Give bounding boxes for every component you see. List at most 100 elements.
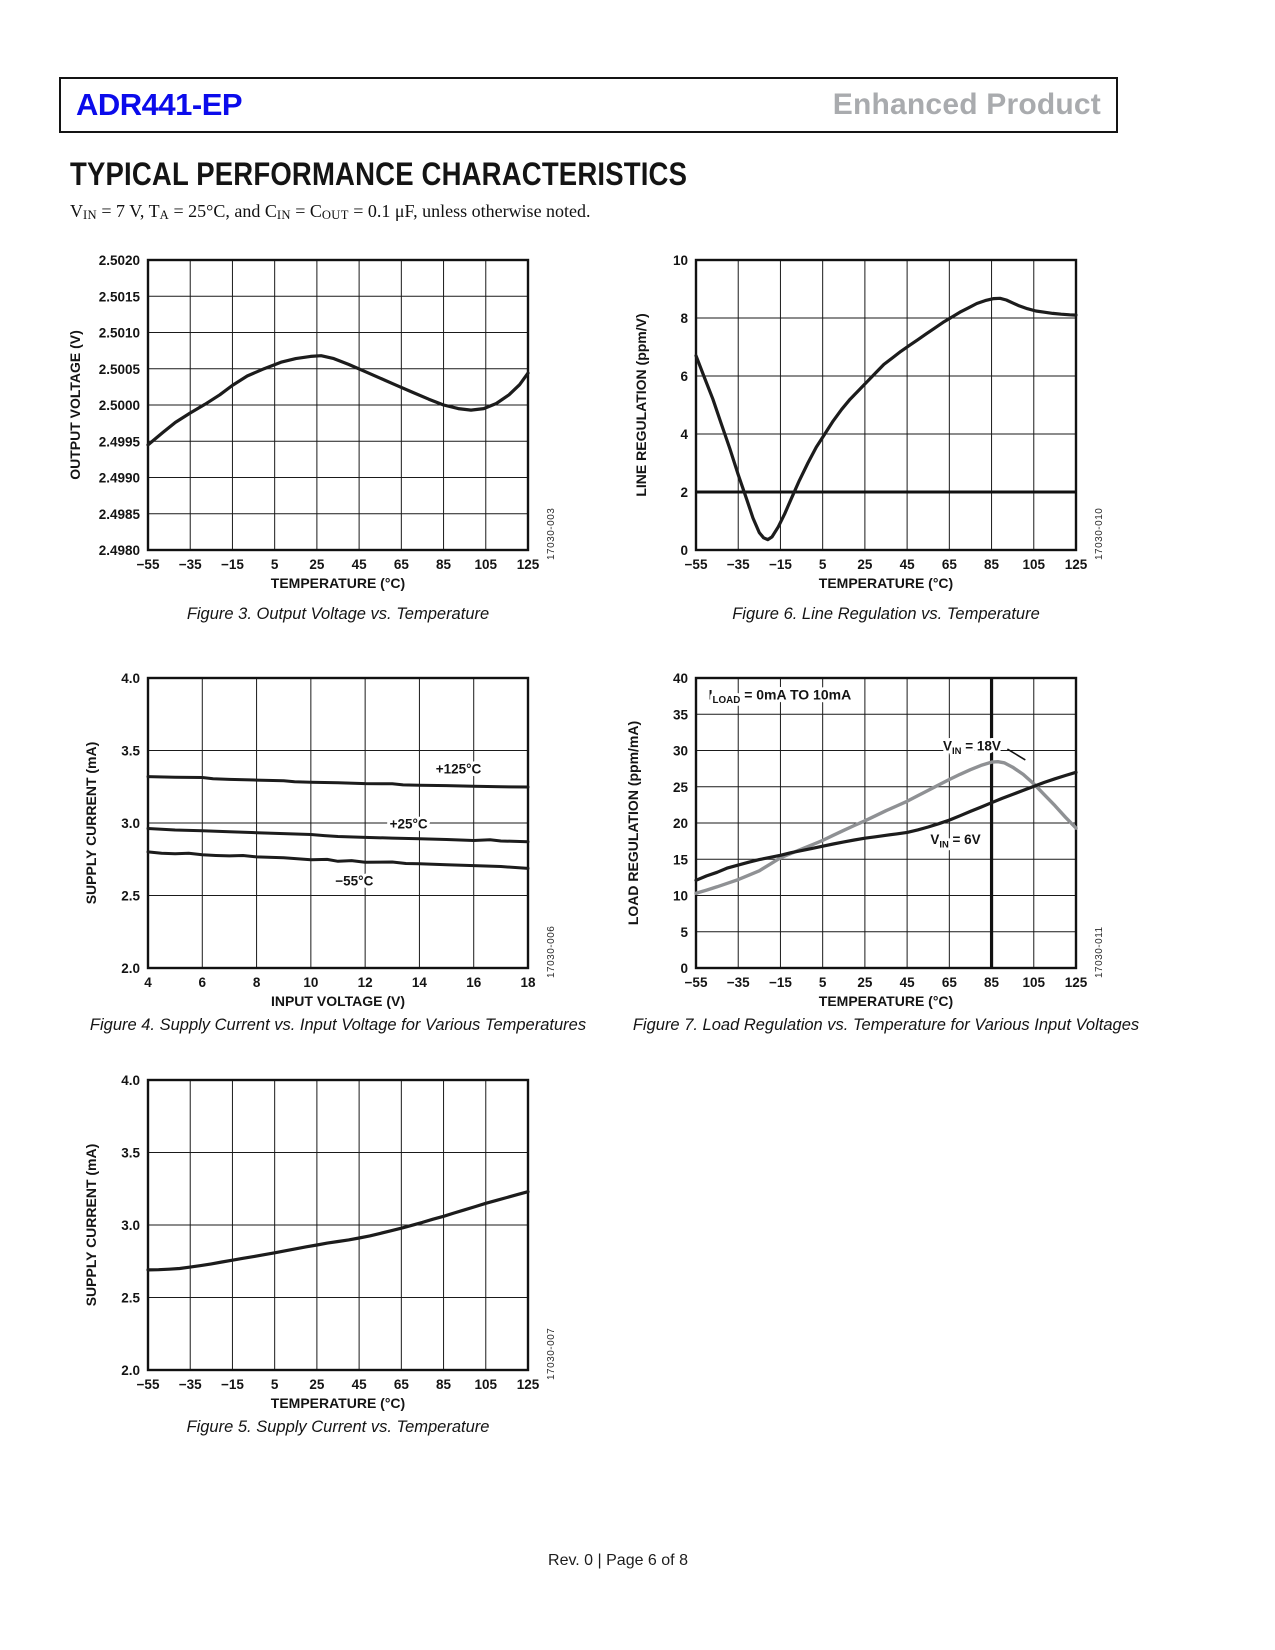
svg-text:−35: −35 (727, 975, 750, 990)
svg-text:105: 105 (1023, 557, 1046, 572)
svg-text:TEMPERATURE (°C): TEMPERATURE (°C) (271, 1395, 405, 1411)
svg-text:TEMPERATURE (°C): TEMPERATURE (°C) (819, 575, 953, 591)
svg-text:2.5010: 2.5010 (99, 326, 140, 341)
svg-text:65: 65 (942, 975, 958, 990)
svg-text:+25°C: +25°C (390, 817, 428, 832)
svg-text:3.5: 3.5 (121, 744, 140, 759)
svg-text:+125°C: +125°C (436, 762, 482, 777)
svg-text:14: 14 (412, 975, 428, 990)
figure3-caption: Figure 3. Output Voltage vs. Temperature (186, 605, 490, 623)
figure7-chart: ILOAD = 0mA TO 10mA VIN = 18V VIN = 6V −55 −… (625, 671, 1105, 1009)
svg-text:−55: −55 (685, 557, 708, 572)
svg-text:2.5005: 2.5005 (99, 362, 141, 377)
svg-text:2.5: 2.5 (121, 1291, 140, 1306)
svg-text:45: 45 (352, 1377, 368, 1392)
svg-text:3.5: 3.5 (121, 1146, 140, 1161)
svg-text:−55°C: −55°C (335, 873, 373, 888)
svg-text:40: 40 (673, 671, 688, 686)
svg-text:17030-007: 17030-007 (546, 1328, 557, 1380)
svg-text:12: 12 (358, 975, 373, 990)
svg-text:45: 45 (352, 557, 368, 572)
part-number: ADR441-EP (76, 87, 243, 122)
svg-text:25: 25 (857, 975, 873, 990)
svg-text:−55: −55 (685, 975, 708, 990)
figure6-chart: −55 −35 −15 5 25 45 65 85 105 125 0 2 4 6 8 10 TEMPERATU… (633, 253, 1105, 591)
svg-text:25: 25 (309, 1377, 325, 1392)
svg-text:25: 25 (857, 557, 873, 572)
svg-text:15: 15 (673, 852, 689, 867)
svg-text:2.5: 2.5 (121, 889, 140, 904)
header-box: ADR441-EP Enhanced Product (59, 77, 1118, 133)
svg-text:10: 10 (673, 253, 688, 268)
figure4-chart: +125°C +25°C −55°C 4 6 8 10 12 14 16 18 2.0 2.5 3.0 3.… (83, 671, 557, 1009)
svg-text:17030-003: 17030-003 (546, 508, 557, 560)
svg-text:5: 5 (819, 975, 827, 990)
svg-text:SUPPLY CURRENT (mA): SUPPLY CURRENT (mA) (83, 742, 99, 905)
svg-text:85: 85 (984, 557, 1000, 572)
svg-text:2.5000: 2.5000 (99, 398, 140, 413)
svg-text:4: 4 (680, 427, 688, 442)
svg-text:17030-006: 17030-006 (546, 926, 557, 978)
page-footer: Rev. 0 | Page 6 of 8 (548, 1552, 688, 1569)
svg-text:105: 105 (475, 1377, 498, 1392)
svg-text:TEMPERATURE (°C): TEMPERATURE (°C) (819, 993, 953, 1009)
svg-text:5: 5 (271, 1377, 279, 1392)
svg-text:25: 25 (673, 780, 689, 795)
svg-text:5: 5 (271, 557, 279, 572)
svg-text:−15: −15 (221, 557, 244, 572)
svg-text:−55: −55 (137, 557, 160, 572)
svg-text:TEMPERATURE (°C): TEMPERATURE (°C) (271, 575, 405, 591)
svg-text:2: 2 (680, 485, 688, 500)
svg-text:4: 4 (144, 975, 152, 990)
svg-text:VIN = 6V: VIN = 6V (930, 832, 980, 851)
svg-text:17030-010: 17030-010 (1094, 508, 1105, 560)
svg-text:−35: −35 (179, 1377, 202, 1392)
svg-text:6: 6 (680, 369, 688, 384)
figure3-chart: −55 −35 −15 5 25 45 65 85 105 125 2.4980 2.4985 2.49… (67, 253, 557, 591)
svg-text:65: 65 (394, 557, 410, 572)
figure5-caption: Figure 5. Supply Current vs. Temperature (186, 1418, 490, 1436)
svg-text:2.5020: 2.5020 (99, 253, 140, 268)
svg-text:65: 65 (394, 1377, 410, 1392)
svg-text:5: 5 (819, 557, 827, 572)
svg-text:30: 30 (673, 744, 688, 759)
svg-text:125: 125 (517, 557, 540, 572)
svg-text:−35: −35 (727, 557, 750, 572)
svg-text:2.4980: 2.4980 (99, 543, 140, 558)
page-title: TYPICAL PERFORMANCE CHARACTERISTICS (70, 156, 688, 192)
svg-text:0: 0 (680, 961, 688, 976)
svg-text:45: 45 (900, 557, 916, 572)
svg-text:35: 35 (673, 707, 689, 722)
figure5-chart: −55 −35 −15 5 25 45 65 85 105 125 2.0 2.5 3.0 3.5 4.0 T… (83, 1073, 557, 1411)
svg-text:6: 6 (199, 975, 207, 990)
svg-text:85: 85 (436, 557, 452, 572)
svg-text:45: 45 (900, 975, 916, 990)
svg-text:LOAD REGULATION (ppm/mA): LOAD REGULATION (ppm/mA) (625, 721, 641, 925)
svg-text:5: 5 (680, 925, 688, 940)
svg-text:10: 10 (673, 889, 688, 904)
svg-text:8: 8 (680, 311, 688, 326)
svg-text:2.4985: 2.4985 (99, 507, 141, 522)
svg-text:4.0: 4.0 (121, 1073, 140, 1088)
svg-text:20: 20 (673, 816, 688, 831)
svg-text:65: 65 (942, 557, 958, 572)
svg-text:18: 18 (520, 975, 536, 990)
svg-text:125: 125 (1065, 557, 1088, 572)
svg-text:17030-011: 17030-011 (1094, 926, 1105, 978)
svg-text:16: 16 (466, 975, 482, 990)
svg-text:−15: −15 (769, 557, 792, 572)
svg-text:105: 105 (1023, 975, 1046, 990)
svg-text:105: 105 (475, 557, 498, 572)
svg-text:3.0: 3.0 (121, 816, 140, 831)
product-type-label: Enhanced Product (832, 88, 1101, 121)
figure6-caption: Figure 6. Line Regulation vs. Temperatur… (732, 605, 1040, 623)
svg-text:−55: −55 (137, 1377, 160, 1392)
svg-text:INPUT VOLTAGE (V): INPUT VOLTAGE (V) (271, 993, 405, 1009)
svg-text:0: 0 (680, 543, 688, 558)
svg-text:8: 8 (253, 975, 261, 990)
svg-text:SUPPLY CURRENT (mA): SUPPLY CURRENT (mA) (83, 1144, 99, 1307)
svg-text:25: 25 (309, 557, 325, 572)
svg-text:85: 85 (984, 975, 1000, 990)
figure4-caption: Figure 4. Supply Current vs. Input Volta… (89, 1016, 587, 1034)
